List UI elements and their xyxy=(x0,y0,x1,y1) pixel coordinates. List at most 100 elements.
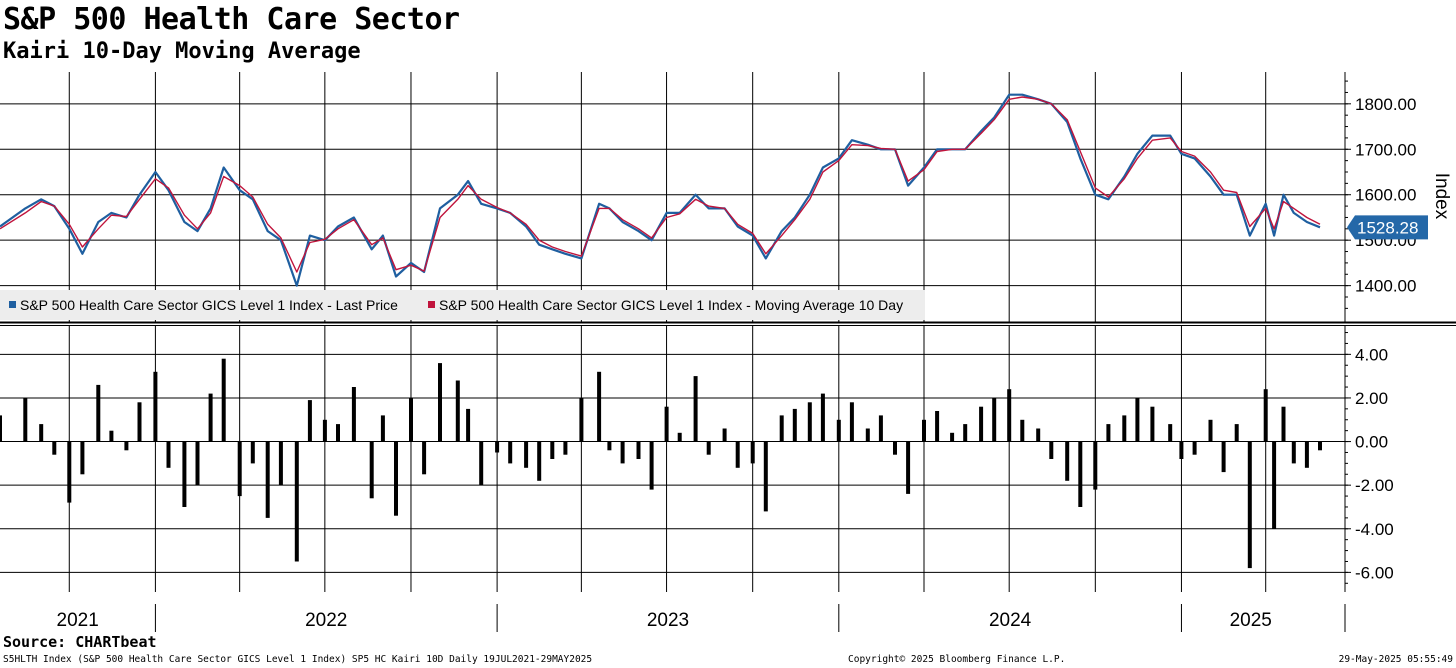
histogram-bar xyxy=(693,376,698,442)
histogram-bar xyxy=(1020,419,1025,442)
timestamp: 29-May-2025 05:55:49 xyxy=(1338,654,1453,665)
histogram-bar xyxy=(195,441,200,486)
histogram-bar xyxy=(563,441,568,455)
histogram-bar xyxy=(380,415,385,442)
histogram-bar xyxy=(893,441,897,455)
histogram-bar xyxy=(0,415,2,442)
x-year-label: 2021 xyxy=(57,610,99,631)
histogram-bar xyxy=(677,432,682,442)
histogram-bar xyxy=(963,424,968,442)
histogram-bar xyxy=(124,441,129,451)
copyright-note: Copyright© 2025 Bloomberg Finance L.P. xyxy=(848,654,1066,665)
legend-background xyxy=(0,290,925,320)
histogram-bar xyxy=(67,441,72,503)
histogram-bar xyxy=(52,441,57,455)
histogram-bar xyxy=(922,419,926,442)
histogram-bar xyxy=(1208,419,1213,442)
histogram-bar xyxy=(1263,389,1268,442)
histogram-bar xyxy=(422,441,427,475)
histogram-bar xyxy=(1078,441,1083,507)
histogram-bar xyxy=(1093,441,1098,490)
histogram-bar xyxy=(865,428,870,442)
source-note: Source: CHARTbeat xyxy=(3,633,157,651)
histogram-bar xyxy=(336,424,340,442)
y-tick-label: 4.00 xyxy=(1355,345,1388,364)
series-description: S5HLTH Index (S&P 500 Health Care Sector… xyxy=(3,654,593,665)
histogram-bar xyxy=(221,358,226,442)
histogram-bar xyxy=(579,398,584,442)
x-year-label: 2023 xyxy=(647,610,689,631)
histogram-bar xyxy=(1179,441,1184,459)
histogram-bar xyxy=(394,441,398,516)
histogram-bar xyxy=(537,441,542,481)
histogram-bar xyxy=(322,419,327,442)
histogram-bar xyxy=(524,441,529,468)
histogram-bar xyxy=(1247,441,1252,569)
y-tick-label: 2.00 xyxy=(1355,389,1388,408)
histogram-bar xyxy=(779,415,784,442)
histogram-bar xyxy=(1122,415,1127,442)
series-line-last-price xyxy=(0,93,1321,287)
x-year-label: 2025 xyxy=(1230,610,1272,631)
y-tick-label: 1800.00 xyxy=(1355,95,1416,114)
histogram-bar xyxy=(620,441,625,464)
histogram-bar xyxy=(182,441,187,507)
histogram-bar xyxy=(137,402,142,442)
histogram-bar xyxy=(820,393,825,442)
histogram-bar xyxy=(607,441,612,451)
histogram-bar xyxy=(455,380,460,442)
histogram-bar xyxy=(1318,441,1322,451)
legend-swatch-moving-average xyxy=(428,301,435,308)
histogram-bar xyxy=(950,432,955,442)
histogram-bar xyxy=(979,406,984,442)
last-value-badge xyxy=(1347,215,1428,240)
histogram-bar xyxy=(878,415,883,442)
histogram-bar xyxy=(479,441,484,486)
y-tick-label: -6.00 xyxy=(1355,563,1394,582)
histogram-bar xyxy=(495,441,500,453)
y-axis-title: Index xyxy=(1431,173,1452,220)
histogram-bar xyxy=(39,424,44,442)
chart-subtitle: Kairi 10-Day Moving Average xyxy=(3,39,361,64)
histogram-bar xyxy=(508,441,513,464)
histogram-bar xyxy=(849,402,854,442)
y-tick-label: 1400.00 xyxy=(1355,277,1416,296)
y-tick-label: 0.00 xyxy=(1355,433,1388,452)
histogram-bar xyxy=(409,398,413,442)
histogram-bar xyxy=(935,411,940,442)
histogram-bar xyxy=(597,371,602,442)
histogram-bar xyxy=(23,398,28,442)
histogram-bar xyxy=(735,441,740,468)
histogram-bar xyxy=(992,398,997,442)
histogram-bar xyxy=(1150,406,1155,442)
histogram-bar xyxy=(1281,406,1286,442)
histogram-bar xyxy=(1272,441,1277,529)
histogram-bar xyxy=(1304,441,1309,468)
histogram-bar xyxy=(153,371,158,442)
series-line-moving-average xyxy=(0,96,1321,273)
histogram-bar xyxy=(307,400,312,442)
y-tick-label: -4.00 xyxy=(1355,520,1394,539)
legend-label-last-price: S&P 500 Health Care Sector GICS Level 1 … xyxy=(20,297,398,313)
histogram-bar xyxy=(1192,441,1197,455)
histogram-bar xyxy=(906,441,911,494)
histogram-bar xyxy=(1065,441,1070,481)
histogram-bar xyxy=(237,441,242,497)
histogram-bar xyxy=(166,441,171,468)
histogram-bar xyxy=(438,363,442,442)
histogram-bar xyxy=(722,428,727,442)
histogram-bar xyxy=(1221,441,1226,473)
y-tick-label: 1700.00 xyxy=(1355,140,1416,159)
histogram-bar xyxy=(208,393,213,442)
histogram-bar xyxy=(1007,389,1012,442)
histogram-bar xyxy=(649,441,654,490)
histogram-bar xyxy=(265,441,270,518)
x-year-label: 2024 xyxy=(989,610,1032,631)
histogram-bar xyxy=(836,419,841,442)
histogram-bar xyxy=(369,441,374,499)
histogram-bar xyxy=(1291,441,1296,464)
histogram-bar xyxy=(1106,424,1111,442)
histogram-bar xyxy=(763,441,768,512)
histogram-bar xyxy=(636,441,641,459)
